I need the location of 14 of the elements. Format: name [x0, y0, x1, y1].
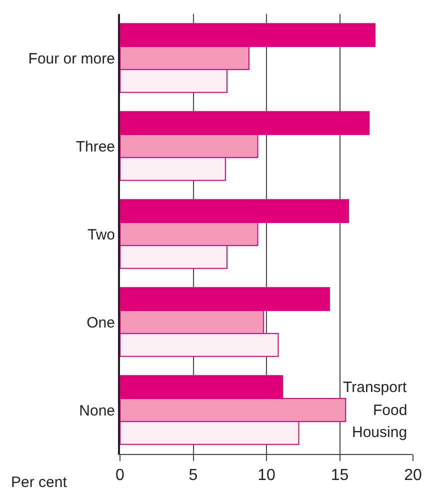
series-label: Food [373, 402, 408, 419]
text: Transport [343, 379, 408, 396]
y-tick-label: Two [87, 226, 115, 244]
y-tick-label: Three [76, 138, 115, 156]
x-tick-label: 5 [188, 467, 198, 484]
x-tick-label: 0 [116, 467, 125, 484]
x-tick-label: 20 [404, 467, 422, 484]
y-tick-label: Four or more [28, 50, 115, 68]
x-tick-label: 15 [330, 467, 349, 484]
y-tick-label: One [86, 314, 115, 332]
x-tick-label: 10 [258, 467, 276, 484]
text: Housing [352, 424, 408, 441]
y-tick-label: None [79, 402, 115, 420]
x-axis-title: Per cent [11, 474, 68, 491]
